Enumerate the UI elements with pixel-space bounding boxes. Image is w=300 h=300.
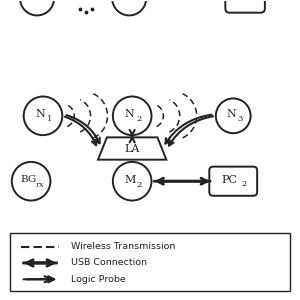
FancyBboxPatch shape xyxy=(209,167,257,196)
Text: Logic Probe: Logic Probe xyxy=(71,275,126,284)
Text: 2: 2 xyxy=(136,116,141,123)
Text: USB Connection: USB Connection xyxy=(71,258,147,267)
Text: 1: 1 xyxy=(47,116,52,123)
Circle shape xyxy=(216,98,250,133)
Text: N: N xyxy=(36,109,46,119)
Circle shape xyxy=(24,97,62,135)
Polygon shape xyxy=(98,137,166,160)
Text: N: N xyxy=(125,109,135,119)
Circle shape xyxy=(20,0,54,15)
Text: LA: LA xyxy=(124,143,140,154)
Bar xyxy=(10,233,290,291)
Text: rx: rx xyxy=(35,181,44,189)
Text: 2: 2 xyxy=(136,181,141,189)
Circle shape xyxy=(12,162,50,200)
Circle shape xyxy=(113,162,152,200)
Text: 3: 3 xyxy=(237,116,242,123)
Text: N: N xyxy=(226,109,236,119)
FancyBboxPatch shape xyxy=(225,0,265,13)
Circle shape xyxy=(113,97,152,135)
Text: BG: BG xyxy=(20,175,36,184)
Text: 2: 2 xyxy=(242,180,247,188)
Circle shape xyxy=(112,0,146,15)
Text: PC: PC xyxy=(222,175,238,185)
Text: M: M xyxy=(124,175,136,185)
Text: Wireless Transmission: Wireless Transmission xyxy=(71,242,176,251)
